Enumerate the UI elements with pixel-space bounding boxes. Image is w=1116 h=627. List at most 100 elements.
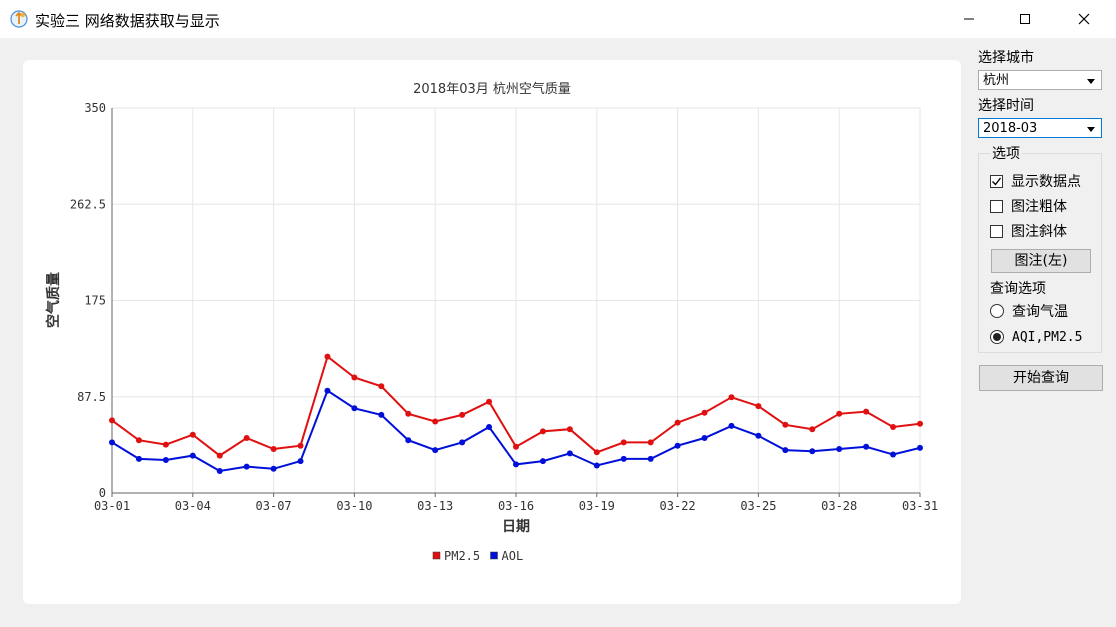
data-point: [324, 353, 331, 360]
window-title: 实验三 网络数据获取与显示: [35, 12, 220, 30]
data-point: [647, 439, 654, 446]
data-point: [728, 422, 735, 429]
data-point: [270, 465, 277, 472]
chart-panel: 2018年03月 杭州空气质量 0 87.5 175 262.5 350 03-01 03-…: [23, 60, 961, 604]
data-point: [782, 421, 789, 428]
query-options-label: 查询选项: [990, 281, 1046, 297]
data-point: [782, 447, 789, 454]
title-bar: 实验三 网络数据获取与显示: [0, 0, 1116, 38]
data-point: [755, 432, 762, 439]
legend-italic-checkbox[interactable]: 图注斜体: [990, 222, 1067, 240]
y-axis-label: 空气质量: [45, 272, 62, 328]
legend-swatch: [490, 551, 498, 560]
data-point: [405, 437, 412, 444]
data-point: [270, 446, 277, 452]
y-tick-label: 262.5: [70, 197, 106, 211]
data-point: [674, 442, 681, 449]
y-tick-label: 350: [84, 101, 106, 115]
data-point: [216, 452, 223, 459]
options-group: [978, 153, 1102, 353]
radio-temp-label: 查询气温: [1012, 304, 1068, 320]
data-point: [162, 441, 169, 448]
data-point: [486, 424, 493, 430]
radio-query-aqi[interactable]: AQI,PM2.5: [990, 328, 1082, 346]
data-point: [917, 444, 923, 451]
x-tick-label: 03-25: [740, 499, 776, 513]
data-point: [674, 419, 681, 426]
close-button[interactable]: [1061, 0, 1107, 38]
data-point: [216, 468, 223, 474]
data-point: [513, 443, 519, 450]
data-point: [432, 447, 439, 454]
legend-swatch: [432, 551, 441, 560]
data-point: [351, 374, 358, 381]
data-point: [539, 458, 546, 465]
x-tick-label: 03-31: [902, 499, 938, 513]
data-point: [135, 455, 142, 462]
data-point: [863, 408, 870, 415]
legend-bold-label: 图注粗体: [1011, 199, 1067, 215]
city-label: 选择城市: [978, 50, 1034, 66]
data-point: [351, 405, 358, 412]
time-select[interactable]: 2018-03: [978, 118, 1102, 138]
app-icon: [10, 10, 28, 28]
data-point: [135, 437, 142, 444]
data-point: [486, 398, 493, 405]
data-point: [324, 387, 331, 394]
maximize-icon: [1020, 14, 1030, 24]
minimize-icon: [964, 18, 974, 20]
x-tick-label: 03-07: [256, 499, 292, 513]
data-point: [189, 452, 196, 459]
data-point: [405, 410, 412, 417]
x-tick-label: 03-13: [417, 499, 453, 513]
show-points-checkbox[interactable]: 显示数据点: [990, 172, 1081, 190]
x-tick-label: 03-19: [579, 499, 615, 513]
radio-dot: [993, 333, 1001, 341]
legend-entry: AOL: [502, 549, 524, 563]
x-tick-label: 03-10: [336, 499, 372, 513]
y-tick-label: 87.5: [77, 390, 106, 404]
data-point: [378, 411, 385, 418]
data-point: [890, 424, 897, 430]
data-point: [917, 420, 923, 427]
chart-legend: PM2.5 AOL: [432, 549, 524, 563]
x-tick-label: 03-28: [821, 499, 857, 513]
legend-italic-label: 图注斜体: [1011, 224, 1067, 240]
legend-entry: PM2.5: [444, 549, 480, 563]
radio-query-temperature[interactable]: 查询气温: [990, 302, 1068, 320]
data-point: [459, 439, 466, 446]
data-point: [593, 449, 600, 456]
radio-circle: [990, 330, 1004, 344]
checkmark-icon: [992, 177, 1002, 186]
data-point: [109, 417, 115, 424]
show-points-label: 显示数据点: [1011, 174, 1081, 190]
data-point: [297, 442, 304, 449]
city-select[interactable]: 杭州: [978, 70, 1102, 90]
radio-aqi-label: AQI,PM2.5: [1012, 329, 1083, 345]
maximize-button[interactable]: [1002, 0, 1048, 38]
data-point: [755, 403, 762, 410]
minimize-button[interactable]: [946, 0, 992, 38]
x-tick-label: 03-16: [498, 499, 534, 513]
y-tick-label: 175: [84, 294, 106, 308]
legend-position-button[interactable]: 图注(左): [991, 249, 1091, 273]
chart-title: 2018年03月 杭州空气质量: [413, 81, 571, 97]
data-point: [809, 426, 816, 433]
radio-circle: [990, 304, 1004, 318]
data-point: [701, 435, 708, 441]
x-axis-label: 日期: [502, 519, 530, 535]
data-point: [162, 457, 169, 463]
time-select-value: 2018-03: [983, 121, 1038, 136]
data-point: [243, 435, 250, 441]
data-point: [863, 443, 870, 450]
data-point: [189, 431, 196, 438]
data-point: [378, 383, 385, 390]
data-point: [459, 411, 466, 418]
checkbox-box: [990, 224, 1003, 238]
data-point: [566, 426, 573, 433]
start-query-button[interactable]: 开始查询: [979, 365, 1103, 391]
legend-bold-checkbox[interactable]: 图注粗体: [990, 197, 1067, 215]
data-point: [243, 463, 250, 470]
x-tick-label: 03-04: [175, 499, 211, 513]
chevron-down-icon: [1087, 79, 1095, 84]
